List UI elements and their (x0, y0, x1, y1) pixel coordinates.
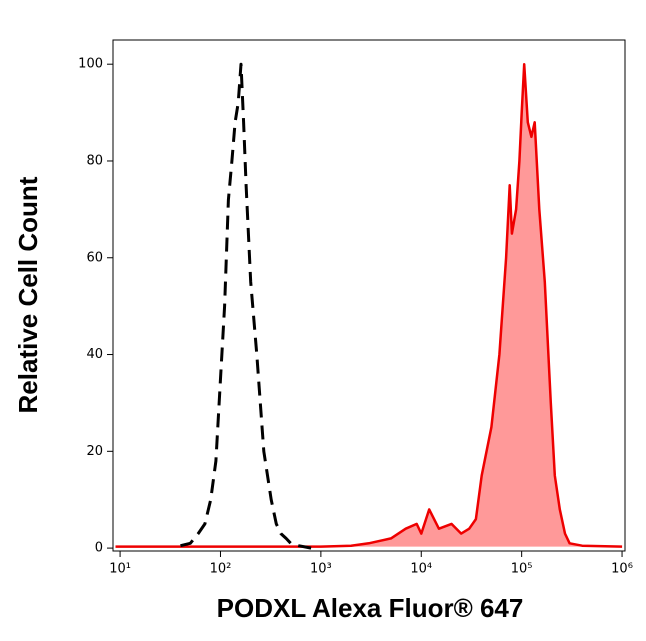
y-tick-label: 80 (86, 153, 103, 168)
histogram-line (180, 62, 312, 550)
x-tick-label: 10⁶ (611, 562, 633, 577)
y-tick-label: 0 (95, 541, 103, 556)
x-tick-label: 10⁴ (410, 562, 432, 577)
histogram-line (115, 62, 623, 548)
y-tick-label: 60 (86, 250, 103, 265)
plot-frame (112, 39, 626, 552)
x-tick-label: 10² (210, 562, 232, 577)
x-tick-label: 10³ (310, 562, 332, 577)
y-tick-label: 40 (86, 347, 103, 362)
y-axis-label: Relative Cell Count (13, 176, 43, 413)
x-tick-label: 10⁵ (511, 562, 533, 577)
x-axis-label: PODXL Alexa Fluor® 647 (217, 593, 524, 623)
y-tick-label: 100 (78, 57, 103, 72)
y-tick-label: 20 (86, 444, 103, 459)
x-tick-label: 10¹ (109, 562, 131, 577)
